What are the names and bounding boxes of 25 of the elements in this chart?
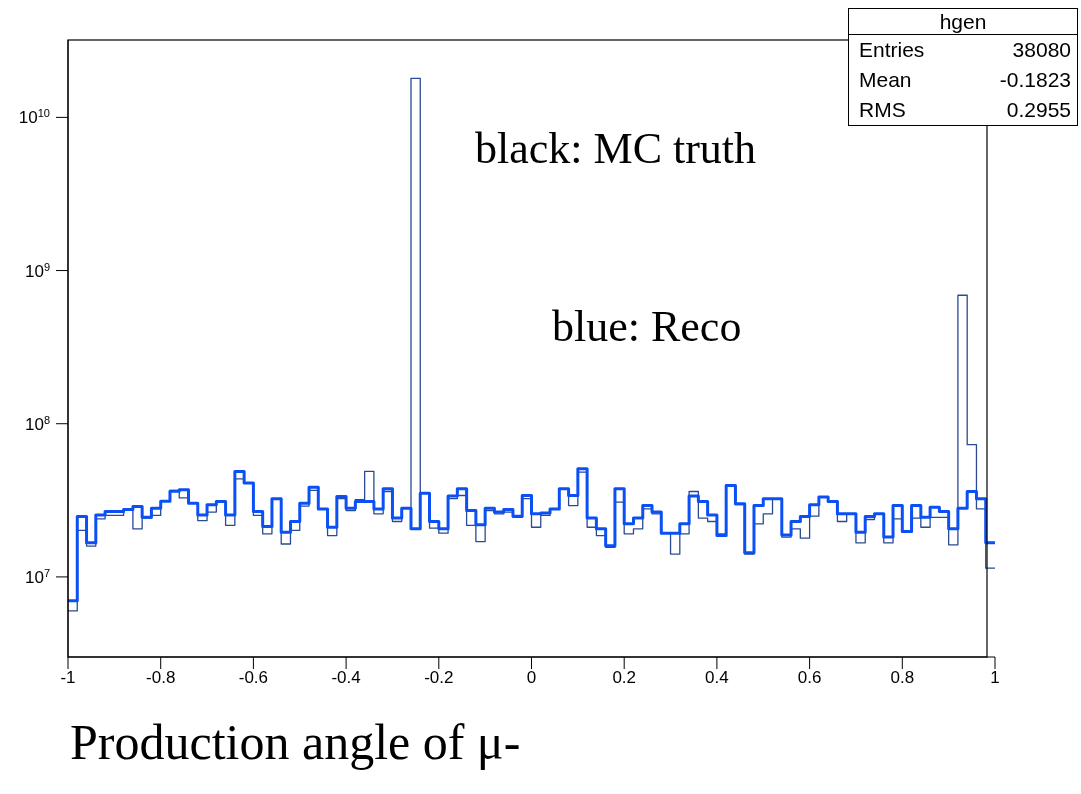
x-tick-label: 0.4 (705, 668, 729, 688)
x-tick-label: -0.4 (331, 668, 361, 688)
x-tick-label: -0.2 (424, 668, 454, 688)
text: 0.2955 (1006, 97, 1071, 123)
text: 38080 (1012, 37, 1071, 63)
x-axis-title: Production angle of μ- (70, 713, 521, 771)
annotation: RMS (859, 97, 906, 123)
x-tick-label: 0.6 (797, 668, 822, 688)
x-tick-label: -0.8 (146, 668, 176, 688)
x-tick-label: 0 (526, 668, 537, 688)
y-tick-label: 10$^{10}$ (18, 107, 50, 128)
annotation: black: MC truth (475, 123, 757, 174)
x-tick-label: -0.6 (238, 668, 269, 688)
annotation: Entries (859, 37, 925, 63)
annotation: Mean (859, 67, 912, 93)
y-tick-label: 10$^{8}$ (24, 413, 50, 434)
y-tick-label: 10$^{7}$ (24, 566, 50, 587)
annotation: blue: Reco (552, 301, 742, 352)
text: hgen (849, 9, 1077, 35)
y-tick-label: 10$^{9}$ (24, 260, 50, 281)
x-tick-label: 1 (990, 668, 1000, 688)
x-tick-label: -1 (60, 668, 76, 688)
x-tick-label: 0.2 (612, 668, 637, 688)
text: -0.1823 (999, 67, 1071, 93)
x-tick-label: 0.8 (890, 668, 915, 688)
